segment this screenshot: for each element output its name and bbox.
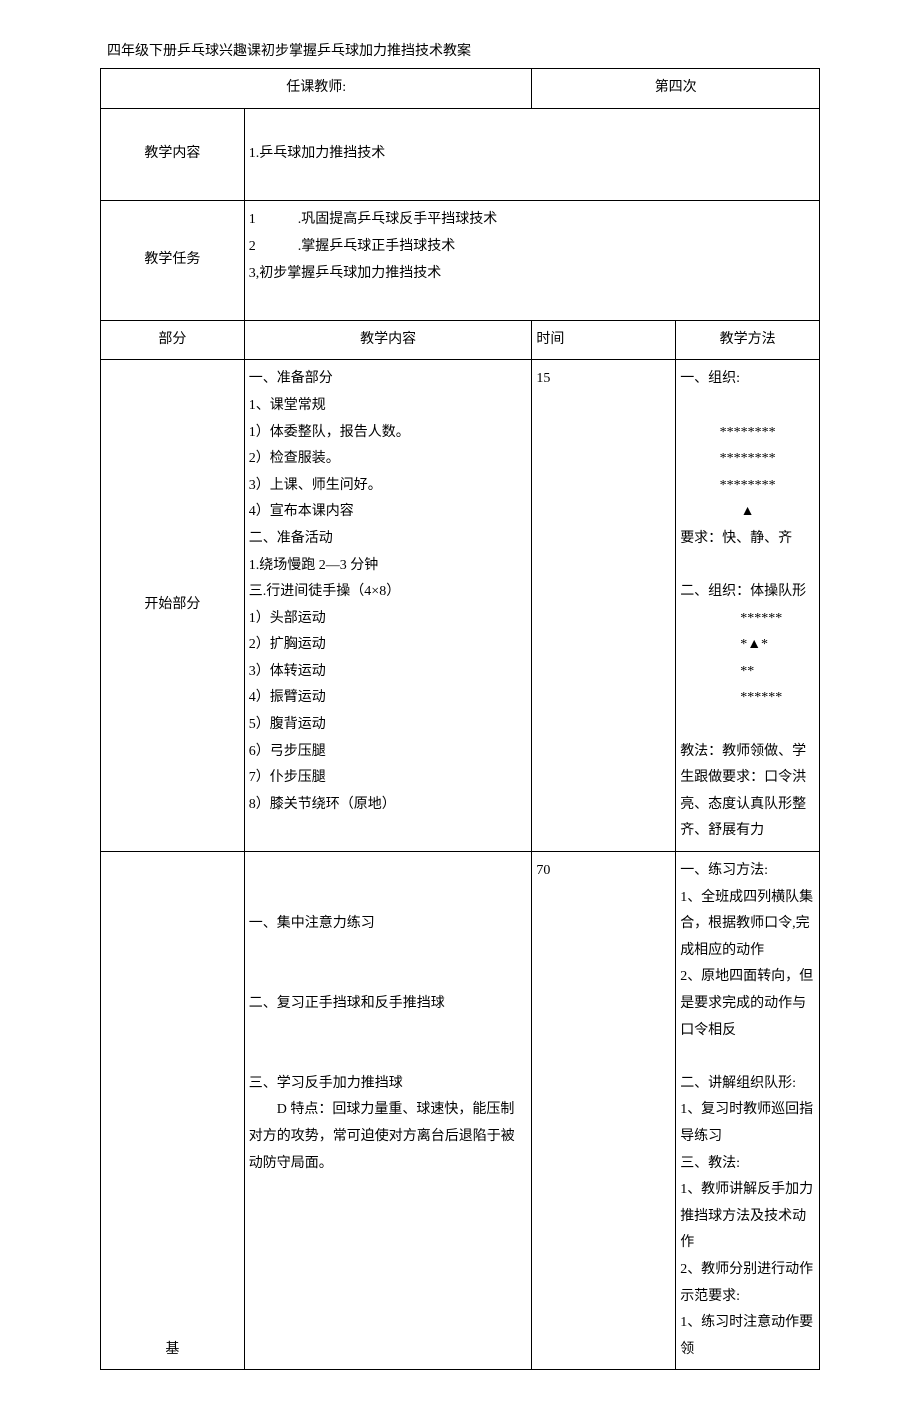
method-line: 一、练习方法: <box>680 858 815 885</box>
start-section-label: 开始部分 <box>101 360 245 852</box>
method-line: 2、原地四面转向，但是要求完成的动作与口令相反 <box>680 964 815 1044</box>
base-section-content: 一、集中注意力练习 二、复习正手挡球和反手推挡球 三、学习反手加力推挡球 D 特… <box>244 852 532 1370</box>
col-header-method: 教学方法 <box>676 320 820 360</box>
content-line: 三、学习反手加力推挡球 <box>249 1071 528 1098</box>
content-line: 8）膝关节绕环（原地） <box>249 792 528 819</box>
method-line: 1、练习时注意动作要领 <box>680 1310 815 1363</box>
formation-line: ****** <box>680 685 815 712</box>
method-title: 二、组织：体操队形 <box>680 579 815 606</box>
teacher-label-cell: 任课教师: <box>101 69 532 109</box>
base-section-label: 基 <box>101 852 245 1370</box>
content-line: 1）头部运动 <box>249 606 528 633</box>
content-line: 1、课堂常规 <box>249 393 528 420</box>
table-row: 开始部分 一、准备部分 1、课堂常规 1）体委整队，报告人数。 2）检查服装。 … <box>101 360 820 852</box>
base-section-method: 一、练习方法: 1、全班成四列横队集合，根据教师口令,完成相应的动作 2、原地四… <box>676 852 820 1370</box>
formation-line: ** <box>680 659 815 686</box>
task-line: 3,初步掌握乒乓球加力推挡技术 <box>249 261 815 288</box>
lesson-plan-page: 四年级下册乒乓球兴趣课初步掌握乒乓球加力推挡技术教案 任课教师: 第四次 教学内… <box>100 40 820 1370</box>
teach-task-label: 教学任务 <box>101 201 245 320</box>
method-line: 二、讲解组织队形: <box>680 1071 815 1098</box>
method-line: 1、全班成四列横队集合，根据教师口令,完成相应的动作 <box>680 885 815 965</box>
col-header-content: 教学内容 <box>244 320 532 360</box>
table-row: 教学内容 1.乒乓球加力推挡技术 <box>101 108 820 201</box>
content-line: 2）检查服装。 <box>249 446 528 473</box>
task-line: 2 .掌握乒乓球正手挡球技术 <box>249 234 815 261</box>
formation-line: ****** <box>680 606 815 633</box>
teach-content-text: 1.乒乓球加力推挡技术 <box>244 108 819 201</box>
method-line: 1、复习时教师巡回指导练习 <box>680 1097 815 1150</box>
base-section-time: 70 <box>532 852 676 1370</box>
task-line: 1 .巩固提高乒乓球反手平挡球技术 <box>249 207 815 234</box>
formation-line: ▲ <box>680 499 815 526</box>
col-header-section: 部分 <box>101 320 245 360</box>
table-row: 部分 教学内容 时间 教学方法 <box>101 320 820 360</box>
content-line: 3）体转运动 <box>249 659 528 686</box>
start-section-method: 一、组织: ******** ******** ******** ▲ 要求：快、… <box>676 360 820 852</box>
method-line: 三、教法: <box>680 1151 815 1178</box>
start-section-content: 一、准备部分 1、课堂常规 1）体委整队，报告人数。 2）检查服装。 3）上课、… <box>244 360 532 852</box>
session-label-cell: 第四次 <box>532 69 820 109</box>
document-title: 四年级下册乒乓球兴趣课初步掌握乒乓球加力推挡技术教案 <box>100 40 820 60</box>
method-teaching: 教法：教师领做、学生跟做要求：口令洪亮、态度认真队形整齐、舒展有力 <box>680 739 815 845</box>
content-line: 5）腹背运动 <box>249 712 528 739</box>
content-line: 2）扩胸运动 <box>249 632 528 659</box>
col-header-time: 时间 <box>532 320 676 360</box>
content-line: 二、复习正手挡球和反手推挡球 <box>249 991 528 1018</box>
table-row: 教学任务 1 .巩固提高乒乓球反手平挡球技术 2 .掌握乒乓球正手挡球技术 3,… <box>101 201 820 320</box>
method-line: 1、教师讲解反手加力推挡球方法及技术动作 <box>680 1177 815 1257</box>
formation-line: ******** <box>680 473 815 500</box>
formation-line: ******** <box>680 446 815 473</box>
content-line: 7）仆步压腿 <box>249 765 528 792</box>
content-line: 6）弓步压腿 <box>249 739 528 766</box>
content-line: D 特点：回球力量重、球速快，能压制对方的攻势，常可迫使对方离台后退陷于被动防守… <box>249 1097 528 1177</box>
teach-content-label: 教学内容 <box>101 108 245 201</box>
content-line: 4）振臂运动 <box>249 685 528 712</box>
teach-task-text: 1 .巩固提高乒乓球反手平挡球技术 2 .掌握乒乓球正手挡球技术 3,初步掌握乒… <box>244 201 819 320</box>
method-line: 2、教师分别进行动作示范要求: <box>680 1257 815 1310</box>
content-line: 1）体委整队，报告人数。 <box>249 420 528 447</box>
content-line: 三.行进间徒手操（4×8） <box>249 579 528 606</box>
content-line: 3）上课、师生问好。 <box>249 473 528 500</box>
content-line: 一、集中注意力练习 <box>249 911 528 938</box>
lesson-plan-table: 任课教师: 第四次 教学内容 1.乒乓球加力推挡技术 教学任务 1 .巩固提高乒… <box>100 68 820 1370</box>
content-line: 二、准备活动 <box>249 526 528 553</box>
content-line: 4）宣布本课内容 <box>249 499 528 526</box>
teach-content-line: 1.乒乓球加力推挡技术 <box>249 146 386 161</box>
start-section-time: 15 <box>532 360 676 852</box>
content-line: 一、准备部分 <box>249 366 528 393</box>
table-row: 任课教师: 第四次 <box>101 69 820 109</box>
table-row: 基 一、集中注意力练习 二、复习正手挡球和反手推挡球 三、学习反手加力推挡球 D… <box>101 852 820 1370</box>
content-line: 1.绕场慢跑 2—3 分钟 <box>249 553 528 580</box>
formation-line: *▲* <box>680 632 815 659</box>
method-title: 一、组织: <box>680 366 815 393</box>
formation-line: ******** <box>680 420 815 447</box>
method-requirement: 要求：快、静、齐 <box>680 526 815 553</box>
